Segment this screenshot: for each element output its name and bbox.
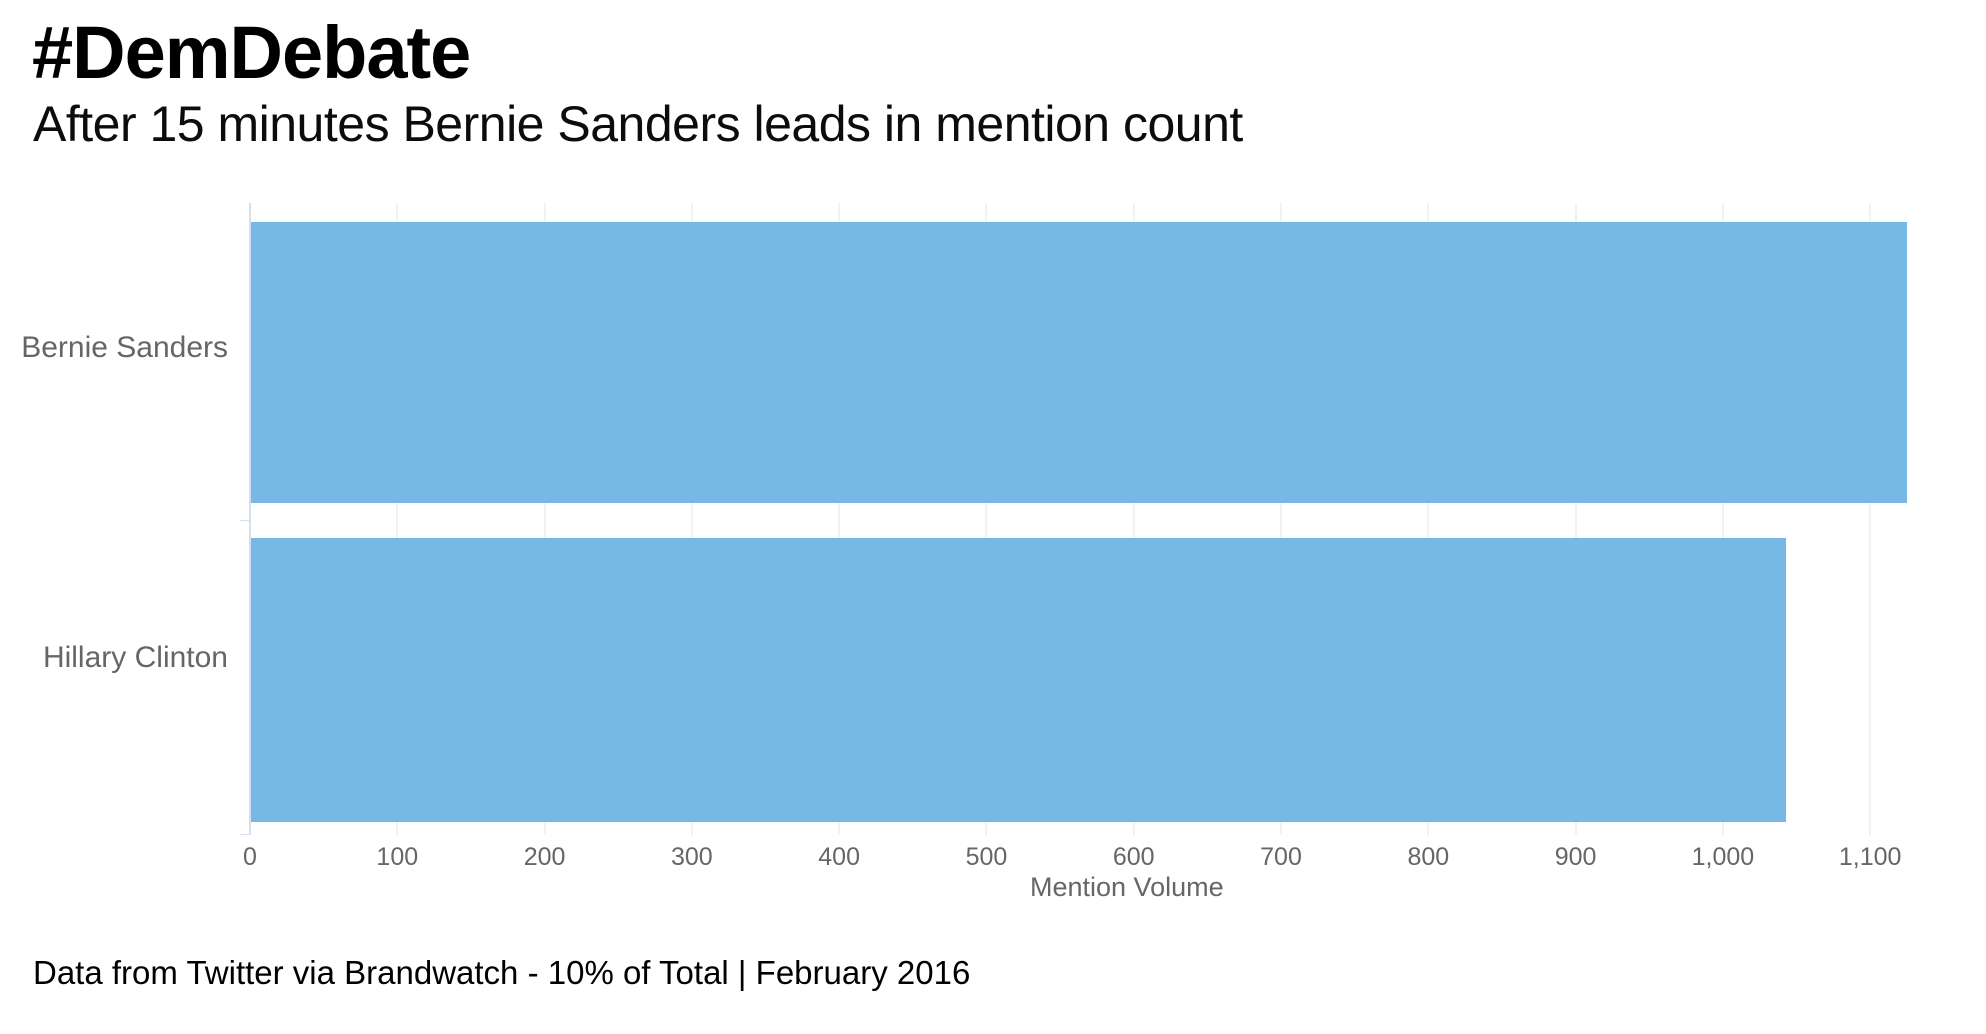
x-tick-label-800: 800 [1407,843,1450,871]
x-tick-label-1000: 1,000 [1691,843,1755,871]
chart-title: #DemDebate [32,11,471,94]
gridline-200 [544,203,546,835]
gridline-500 [985,203,987,835]
gridline-800 [1427,203,1429,835]
category-label-hillary-clinton: Hillary Clinton [42,641,228,674]
x-tick-label-0: 0 [243,843,257,871]
gridline-300 [691,203,693,835]
x-tick-label-600: 600 [1112,843,1155,871]
x-axis-title: Mention Volume [1030,872,1224,902]
bar-bernie-sanders[interactable] [250,222,1907,503]
x-tick-label-100: 100 [376,843,419,871]
x-tick-label-200: 200 [523,843,566,871]
x-axis-tick-labels: 0 100 200 300 400 500 600 700 800 900 1,000 1,100 [243,843,1907,873]
x-tick-label-300: 300 [671,843,713,871]
gridline-400 [838,203,840,835]
x-tick-label-1100: 1,100 [1838,843,1902,871]
gridline-700 [1280,203,1282,835]
category-axis-tick [240,520,249,521]
category-axis-line [249,203,251,835]
x-tick-label-700: 700 [1260,843,1302,871]
x-tick-label-900: 900 [1554,843,1597,871]
footer-note: Data from Twitter via Brandwatch - 10% o… [33,954,971,991]
x-tick-label-400: 400 [818,843,860,871]
bar-hillary-clinton[interactable] [250,538,1787,822]
gridline-100 [396,203,398,835]
x-tick-label-500: 500 [965,843,1008,871]
gridline-1100 [1869,203,1871,835]
category-axis-tick [240,834,249,835]
category-label-bernie-sanders: Bernie Sanders [21,331,228,364]
gridline-600 [1133,203,1135,835]
chart-subtitle: After 15 minutes Bernie Sanders leads in… [33,96,1243,152]
plot-area [250,203,1907,835]
gridline-900 [1575,203,1577,835]
gridline-1000 [1722,203,1724,835]
